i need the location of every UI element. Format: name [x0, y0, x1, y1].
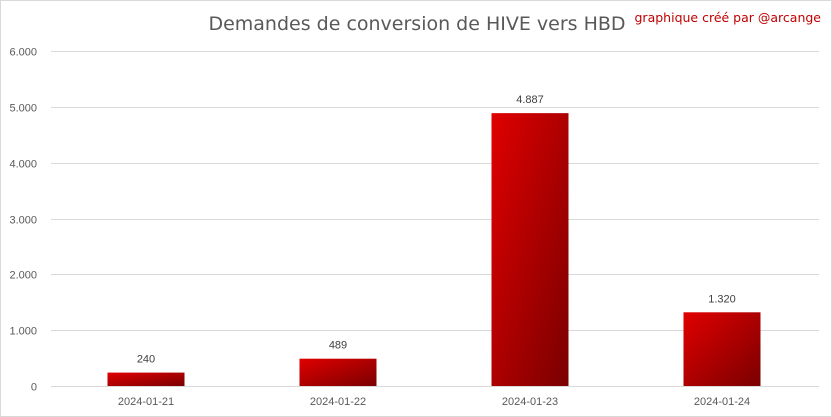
x-category-label: 2024-01-22 [310, 396, 366, 408]
chart-title: Demandes de conversion de HIVE vers HBD [208, 13, 626, 35]
bar-2024-01-22 [299, 358, 377, 386]
y-tick-label: 6.000 [9, 47, 37, 59]
y-tick-label: 5.000 [9, 103, 37, 115]
bar-2024-01-21 [107, 372, 185, 386]
y-tick-label: 1.000 [9, 326, 37, 338]
y-tick-label: 2.000 [9, 270, 37, 282]
data-labels: 240 489 4.887 1.320 [137, 94, 736, 365]
chart-credit: graphique créé par @arcange [634, 10, 822, 25]
x-axis-categories: 2024-01-21 2024-01-22 2024-01-23 2024-01-24 [118, 396, 750, 408]
bar-2024-01-23 [491, 113, 569, 386]
data-label: 1.320 [708, 293, 736, 305]
y-tick-label: 0 [31, 382, 37, 394]
data-label: 489 [329, 340, 347, 352]
y-tick-label: 3.000 [9, 215, 37, 227]
bar-2024-01-24 [683, 312, 761, 386]
data-label: 240 [137, 354, 155, 366]
x-category-label: 2024-01-24 [694, 396, 750, 408]
bars [107, 113, 761, 386]
data-label: 4.887 [516, 94, 544, 106]
y-tick-label: 4.000 [9, 159, 37, 171]
x-category-label: 2024-01-21 [118, 396, 174, 408]
y-axis-ticks: 0 1.000 2.000 3.000 4.000 5.000 6.000 [9, 47, 37, 394]
x-category-label: 2024-01-23 [502, 396, 558, 408]
